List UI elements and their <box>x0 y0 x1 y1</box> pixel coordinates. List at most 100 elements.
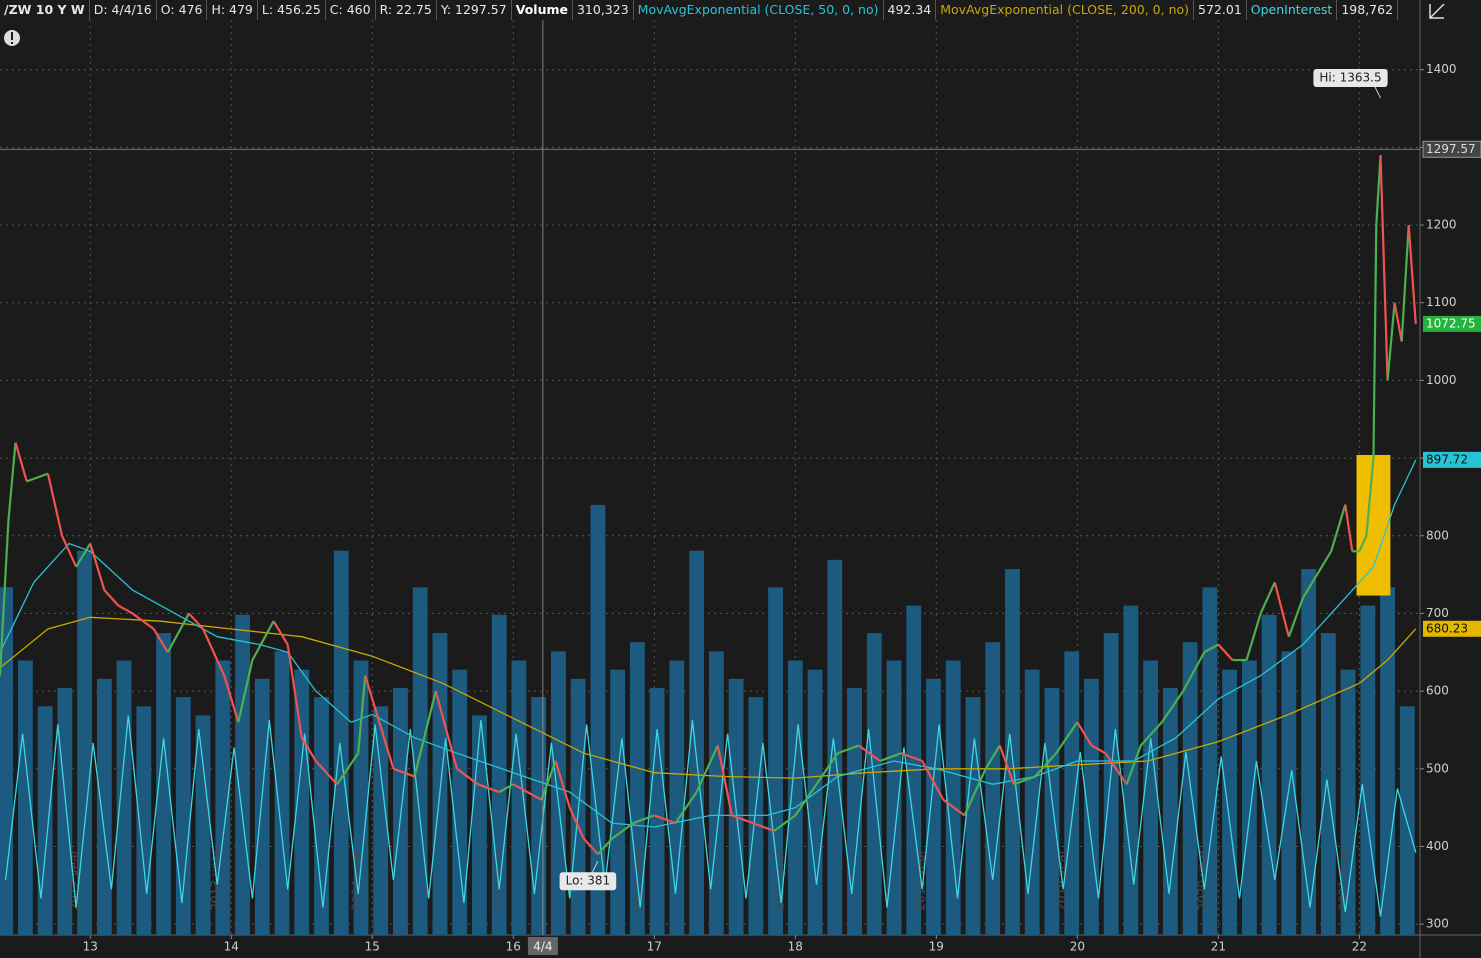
price-segment <box>1104 752 1128 785</box>
price-tag-label: 680.23 <box>1426 621 1468 635</box>
price-segment <box>858 744 881 762</box>
price-segment <box>1076 721 1093 747</box>
year-watermark: 2017 year <box>773 849 787 910</box>
volume-bar <box>590 504 606 935</box>
crosshair-y-tag <box>1422 140 1481 158</box>
price-segment <box>300 737 317 762</box>
price-segment <box>1090 744 1107 755</box>
price-segment <box>837 744 860 755</box>
volume-bar <box>708 651 724 935</box>
price-segment <box>46 473 64 536</box>
price-segment <box>14 442 28 482</box>
volume-bar <box>314 697 329 935</box>
volume-bar <box>37 706 53 935</box>
volume-bar <box>412 587 428 935</box>
y-tick-label: 1400 <box>1426 62 1457 76</box>
header-field: L: 456.25 <box>258 0 326 20</box>
volume-bar <box>175 697 191 935</box>
volume-bar <box>1340 669 1356 935</box>
price-segment <box>1400 224 1410 342</box>
volume-bar <box>1103 633 1119 935</box>
price-segment <box>1330 504 1347 552</box>
price-segment <box>1365 457 1375 536</box>
volume-bar <box>689 550 705 935</box>
volume-bar <box>1261 614 1277 935</box>
price-segment <box>26 472 49 483</box>
volume-bar <box>195 715 211 935</box>
price-segment <box>512 783 528 794</box>
price-segment <box>103 589 120 607</box>
price-segment <box>1287 597 1304 638</box>
volume-bar <box>1320 633 1336 935</box>
price-segment <box>286 644 303 738</box>
volume-bar <box>965 697 981 935</box>
price-segment <box>1034 752 1058 778</box>
header-field: O: 476 <box>157 0 208 20</box>
alert-icon-dot <box>11 42 13 44</box>
open-interest-line <box>4 715 1417 917</box>
price-segment <box>202 628 226 677</box>
y-tick-label: 700 <box>1426 606 1449 620</box>
price-segment <box>272 620 289 646</box>
price-segment <box>152 628 169 653</box>
annotation-label: Lo: 381 <box>566 874 611 888</box>
price-segment <box>731 814 754 825</box>
price-segment <box>1407 224 1417 324</box>
volume-bar <box>886 660 902 935</box>
scale-icon[interactable] <box>1429 3 1445 19</box>
volume-bar <box>1005 569 1020 935</box>
volume-bar <box>1360 605 1376 935</box>
study-value: 310,323 <box>573 0 634 20</box>
price-segment <box>526 791 543 801</box>
price-segment <box>75 542 92 568</box>
price-segment <box>998 745 1015 785</box>
header-field: C: 460 <box>326 0 376 20</box>
price-segment <box>315 760 338 786</box>
volume-bar <box>373 706 389 935</box>
volume-bar <box>1163 687 1178 935</box>
y-tick-label: 500 <box>1426 761 1449 775</box>
price-segment <box>413 690 437 777</box>
price-segment <box>984 744 1001 770</box>
x-tick-label: 14 <box>224 940 239 954</box>
price-segment <box>393 767 415 778</box>
price-segment <box>1217 643 1234 661</box>
volume-bar <box>1202 587 1218 935</box>
header-field: Y: 1297.57 <box>437 0 512 20</box>
volume-bar <box>274 651 290 935</box>
price-segment <box>632 814 655 825</box>
price-segment <box>554 760 571 808</box>
price-segment <box>498 783 514 794</box>
crosshair-y-label: 1297.57 <box>1426 142 1476 156</box>
price-segment <box>752 822 775 832</box>
price-segment <box>336 752 360 785</box>
volume-bar <box>432 633 448 935</box>
volume-bar <box>1064 651 1080 935</box>
price-segment <box>434 690 458 770</box>
price-segment <box>794 783 818 817</box>
y-tick-label: 400 <box>1426 839 1449 853</box>
volume-bar <box>768 587 783 935</box>
price-segment <box>1139 721 1163 747</box>
price-segment <box>1386 302 1396 381</box>
price-segment <box>188 612 204 630</box>
price-segment <box>942 798 966 817</box>
price-segment <box>61 535 78 568</box>
price-segment <box>653 814 676 825</box>
y-tick-label: 300 <box>1426 917 1449 931</box>
price-segment <box>1245 613 1262 661</box>
volume-bar <box>649 687 665 935</box>
price-segment <box>963 768 987 816</box>
y-tick-label: 1000 <box>1426 373 1457 387</box>
volume-bar <box>254 678 270 935</box>
volume-bar <box>472 715 487 935</box>
price-segment <box>1273 582 1290 638</box>
x-tick-label: 16 <box>506 940 521 954</box>
x-tick-label: 20 <box>1070 940 1085 954</box>
volume-bar <box>1143 660 1159 935</box>
price-tag <box>1423 315 1481 332</box>
volume-bar <box>1044 687 1060 935</box>
volume-bar <box>629 642 645 935</box>
volume-bar <box>1380 587 1395 935</box>
